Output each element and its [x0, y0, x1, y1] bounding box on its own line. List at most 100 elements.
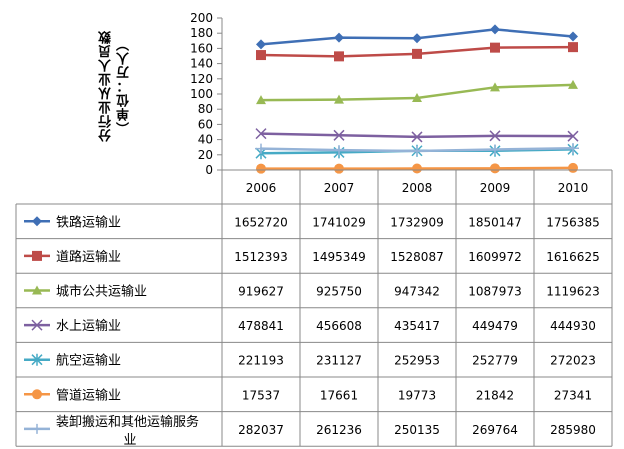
- table-cell-value: 231127: [316, 354, 362, 368]
- table-cell-value: 17537: [242, 388, 280, 402]
- data-point-marker: [567, 130, 579, 142]
- data-point-marker: [412, 163, 422, 174]
- table-cell-value: 1512393: [234, 250, 287, 264]
- data-point-marker: [568, 162, 578, 173]
- data-point-marker: [256, 50, 266, 61]
- table-cell-value: 1741029: [312, 215, 365, 229]
- data-point-marker: [490, 42, 500, 53]
- table-cell-value: 1652720: [234, 215, 287, 229]
- x-category-label: 2007: [324, 181, 355, 195]
- x-category-label: 2010: [558, 181, 589, 195]
- series-7: [255, 143, 579, 156]
- legend-key: [24, 389, 50, 400]
- data-point-marker: [490, 82, 500, 92]
- legend-key: [24, 285, 50, 295]
- legend-key-marker: [31, 319, 43, 331]
- data-point-marker: [333, 145, 345, 156]
- y-tick-label: 60: [198, 117, 213, 131]
- table-cell-value: 1087973: [468, 285, 521, 299]
- legend-label: 管道运输业: [56, 387, 121, 403]
- table-cell-value: 1732909: [390, 215, 443, 229]
- x-category-label: 2009: [480, 181, 511, 195]
- y-tick-label: 180: [190, 26, 213, 40]
- y-tick-label: 140: [190, 57, 213, 71]
- data-point-marker: [256, 39, 266, 50]
- data-point-marker: [411, 145, 423, 156]
- data-point-marker: [490, 24, 500, 35]
- legend-key-marker: [31, 423, 43, 434]
- legend-key-marker: [32, 285, 42, 295]
- legend-key-marker: [31, 353, 43, 366]
- data-point-marker: [255, 128, 267, 140]
- table-cell-value: 449479: [472, 319, 518, 333]
- series-2: [256, 42, 578, 62]
- table-cell-value: 1616625: [546, 250, 599, 264]
- legend-label: 道路运输业: [56, 249, 121, 265]
- y-tick-label: 80: [198, 102, 213, 116]
- table-cell-value: 261236: [316, 423, 362, 437]
- table-cell-value: 282037: [238, 423, 284, 437]
- legend-key-marker: [32, 389, 42, 400]
- table-cell-value: 252779: [472, 354, 518, 368]
- table-cell-value: 250135: [394, 423, 440, 437]
- table-cell-value: 435417: [394, 319, 440, 333]
- table-cell-value: 269764: [472, 423, 518, 437]
- legend-label: 铁路运输业: [56, 214, 121, 230]
- table-cell-value: 1756385: [546, 215, 599, 229]
- table-cell-value: 925750: [316, 285, 362, 299]
- table-cell-value: 1119623: [546, 285, 599, 299]
- data-point-marker: [334, 51, 344, 62]
- data-point-marker: [255, 143, 267, 154]
- legend-key: [24, 353, 50, 366]
- legend-key-marker: [32, 250, 42, 261]
- data-point-marker: [568, 31, 578, 42]
- data-point-marker: [333, 129, 345, 141]
- x-category-label: 2006: [246, 181, 277, 195]
- data-point-marker: [489, 144, 501, 155]
- data-point-marker: [567, 143, 579, 154]
- data-point-marker: [568, 79, 578, 89]
- series-1: [256, 24, 578, 50]
- data-point-marker: [568, 42, 578, 53]
- table-cell-value: 252953: [394, 354, 440, 368]
- data-point-marker: [490, 163, 500, 174]
- legend-key: [24, 423, 50, 434]
- table-cell-value: 444930: [550, 319, 596, 333]
- legend-key: [24, 319, 50, 331]
- y-tick-label: 0: [205, 163, 213, 177]
- y-tick-label: 200: [190, 11, 213, 25]
- table-cell-value: 947342: [394, 285, 440, 299]
- legend-label: 装卸搬运和其他运输服务: [56, 414, 199, 430]
- data-point-marker: [412, 33, 422, 44]
- y-tick-label: 160: [190, 41, 213, 55]
- table-cell-value: 919627: [238, 285, 284, 299]
- data-point-marker: [489, 130, 501, 142]
- series-6: [256, 162, 578, 174]
- series-4: [255, 128, 579, 143]
- table-cell-value: 1528087: [390, 250, 443, 264]
- table-cell-value: 19773: [398, 388, 436, 402]
- table-cell-value: 478841: [238, 319, 284, 333]
- y-tick-label: 100: [190, 87, 213, 101]
- table-cell-value: 27341: [554, 388, 592, 402]
- table-cell-value: 1850147: [468, 215, 521, 229]
- table-cell-value: 17661: [320, 388, 358, 402]
- data-point-marker: [256, 95, 266, 105]
- data-point-marker: [412, 48, 422, 59]
- series-3: [256, 79, 578, 105]
- y-tick-label: 20: [198, 148, 213, 162]
- legend-label: 航空运输业: [56, 353, 121, 369]
- data-point-marker: [412, 93, 422, 103]
- legend-key: [24, 216, 50, 227]
- data-point-marker: [256, 163, 266, 174]
- y-tick-label: 120: [190, 72, 213, 86]
- table-cell-value: 21842: [476, 388, 514, 402]
- table-cell-value: 1609972: [468, 250, 521, 264]
- legend-label: 城市公共运输业: [56, 284, 147, 300]
- legend-key: [24, 250, 50, 261]
- table-cell-value: 1495349: [312, 250, 365, 264]
- data-point-marker: [334, 163, 344, 174]
- table-cell-value: 285980: [550, 423, 596, 437]
- legend-label: 水上运输业: [56, 318, 121, 334]
